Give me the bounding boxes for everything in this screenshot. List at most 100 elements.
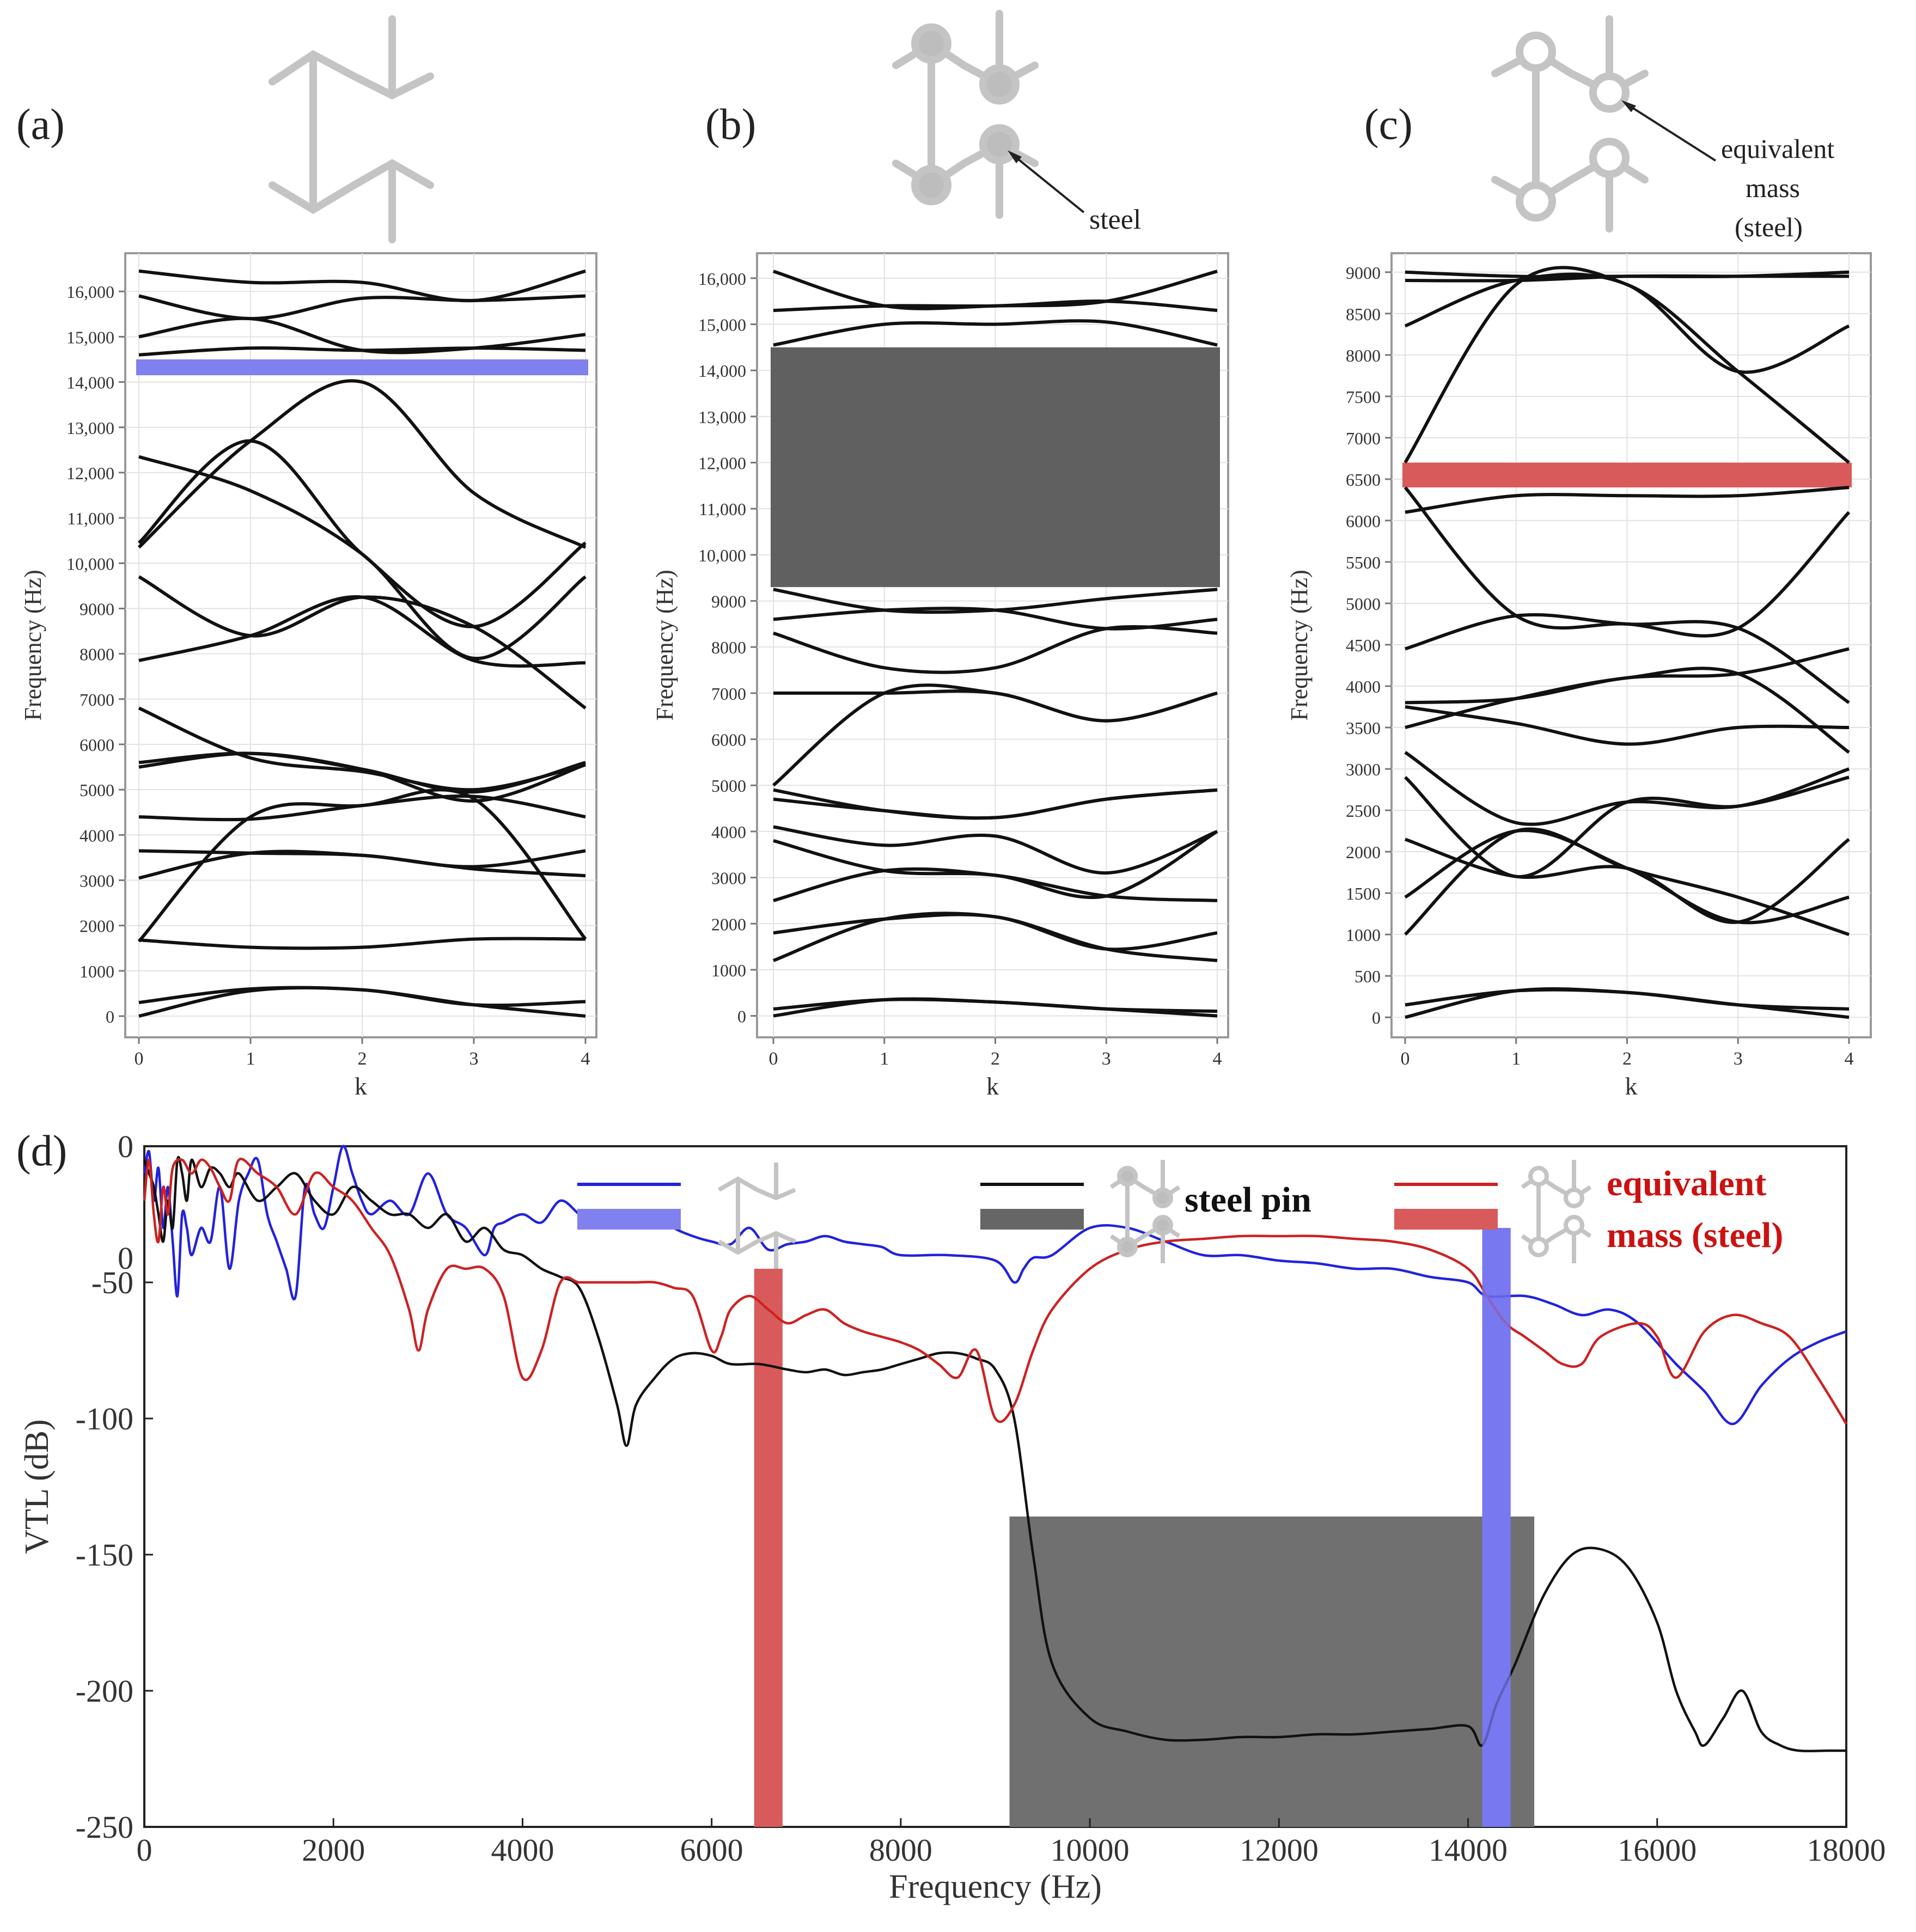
y-tick-label: 15,000 [698, 315, 746, 335]
legend-patch-plain [577, 1209, 681, 1230]
y-tick-label: 5500 [1346, 553, 1381, 572]
y-tick-label: 2000 [1346, 842, 1381, 862]
y-tick-label: 2000 [711, 914, 746, 934]
legend-equivalent-mass-icon [1521, 1160, 1592, 1263]
vtl-series-line [143, 1155, 1846, 1752]
y-tick-label: 0 [1372, 1008, 1381, 1028]
band-gap [1402, 462, 1852, 488]
y-axis-label: Frequency (Hz) [1286, 570, 1313, 720]
x-tick-label: 2 [1622, 1049, 1632, 1069]
y-tick-label: 11,000 [67, 509, 114, 528]
dispersion-branch [773, 830, 1218, 900]
y-tick-label: -250 [76, 1809, 133, 1845]
dispersion-branch [138, 849, 586, 869]
x-tick-label: 16000 [1618, 1832, 1697, 1868]
equivalent-mass-annotation: equivalent mass (steel) [1721, 133, 1841, 242]
dispersion-branch [773, 588, 1218, 614]
y-tick-label: 12,000 [66, 463, 114, 483]
y-axis-label: Frequency (Hz) [20, 570, 46, 720]
band-gap-overlay [1482, 1228, 1511, 1827]
y-tick-label: 13,000 [698, 407, 746, 427]
dispersion-branch [138, 316, 586, 354]
y-tick-label: 0 [106, 1007, 114, 1026]
dispersion-branch [1404, 272, 1850, 374]
x-tick-label: 12000 [1240, 1832, 1319, 1868]
dispersion-branch [1405, 647, 1850, 705]
legend-label-mass: equivalent mass (steel) [1607, 1164, 1783, 1255]
x-tick-label: 0 [137, 1832, 152, 1868]
y-tick-label: 6000 [1346, 511, 1381, 531]
steel-annotation: steel [1089, 204, 1141, 235]
dispersion-branch [1405, 988, 1850, 1019]
dispersion-branch [138, 294, 586, 321]
y-tick-label: 7000 [711, 684, 746, 704]
y-tick-label: 4000 [711, 822, 746, 842]
panel-label-a: (a) [16, 101, 65, 149]
dispersion-branch [773, 788, 1218, 820]
y-tick-label: 3500 [1346, 718, 1381, 738]
band-structure-a: 0 1 2 3 4 0 1000 2000 3000 4000 5000 6000 7000 8000 90… [20, 252, 597, 1100]
y-tick-label: 6000 [80, 735, 114, 755]
dispersion-branch [1404, 751, 1850, 826]
plot-frame [143, 1145, 1847, 1828]
x-tick-label: 1 [1511, 1049, 1521, 1069]
x-tick-label: 14000 [1429, 1832, 1508, 1868]
x-tick-label: 6000 [680, 1832, 743, 1868]
x-axis-label: Frequency (Hz) [889, 1868, 1102, 1905]
dispersion-branch [138, 937, 586, 950]
dispersion-branch [1405, 837, 1850, 924]
y-tick-label: 8000 [1346, 346, 1381, 365]
y-tick-label: 4000 [80, 826, 114, 845]
legend-label-steel: steel pin [1185, 1180, 1311, 1220]
y-tick-label: 5000 [80, 780, 114, 800]
dispersion-branch [1404, 486, 1850, 704]
y-tick-label: 500 [1354, 967, 1381, 986]
dispersion-branch [773, 689, 1218, 723]
vtl-chart: 0 2000 4000 6000 8000 10000 12000 14000 16000 180… [19, 1129, 1886, 1905]
y-tick-label: 8000 [80, 645, 114, 664]
y-tick-label: 6000 [711, 730, 746, 750]
panel-label-b: (b) [705, 101, 756, 149]
vtl-legend: steel pin equivalent mass (steel) [577, 1160, 1783, 1269]
y-tick-label: 3000 [711, 869, 746, 888]
steel-annotation-arrow [1008, 150, 1085, 213]
band-structure-c: 0 1 2 3 4 0 500 1000 1500 2000 2500 3000 3500 4000 450… [1286, 252, 1872, 1100]
y-tick-label: 9000 [1346, 263, 1381, 283]
y-axis-label: VTL (dB) [19, 1419, 56, 1554]
legend-patch-mass [1394, 1209, 1498, 1230]
y-tick-label: 8000 [711, 638, 746, 657]
y-tick-label: 14,000 [698, 361, 746, 381]
y-tick-label: 13,000 [66, 418, 114, 438]
y-tick-label: 2500 [1346, 801, 1381, 821]
dispersion-branch [773, 319, 1218, 347]
x-tick-label: 0 [1401, 1049, 1410, 1069]
band-gap [771, 347, 1220, 588]
y-tick-label: 7000 [80, 690, 114, 710]
y-tick-label: 9000 [80, 599, 114, 619]
annotation-line-1: equivalent [1721, 133, 1834, 164]
y-tick-label: 3000 [80, 871, 114, 891]
dispersion-branch [138, 455, 587, 661]
y-tick-label: -150 [76, 1537, 133, 1573]
y-tick-label: 16,000 [66, 282, 114, 302]
panel-label-c: (c) [1364, 101, 1413, 149]
x-tick-label: 0 [135, 1049, 144, 1069]
y-tick-label: 1000 [80, 962, 114, 981]
x-tick-label: 3 [469, 1049, 479, 1069]
plot-frame [124, 252, 597, 1038]
y-tick-label-extra: 0 [118, 1240, 133, 1276]
y-tick-label: 8500 [1346, 304, 1381, 324]
dispersion-branch [773, 270, 1218, 310]
x-tick-label: 1 [880, 1049, 889, 1069]
x-tick-label: 0 [769, 1049, 778, 1069]
x-axis-label: k [355, 1072, 367, 1100]
x-tick-label: 18000 [1807, 1832, 1886, 1868]
legend-plain-icon [718, 1163, 796, 1269]
dispersion-branch [138, 706, 586, 792]
y-tick-label: 15,000 [66, 327, 114, 347]
x-tick-label: 3 [1102, 1049, 1111, 1069]
band-structure-b: 0 1 2 3 4 0 1000 2000 3000 4000 5000 6000 7000 8000 90… [651, 252, 1229, 1100]
dispersion-branch [1405, 705, 1850, 746]
x-tick-label: 4 [1213, 1049, 1222, 1069]
unit-cell-equivalent-mass-icon [1491, 15, 1649, 233]
